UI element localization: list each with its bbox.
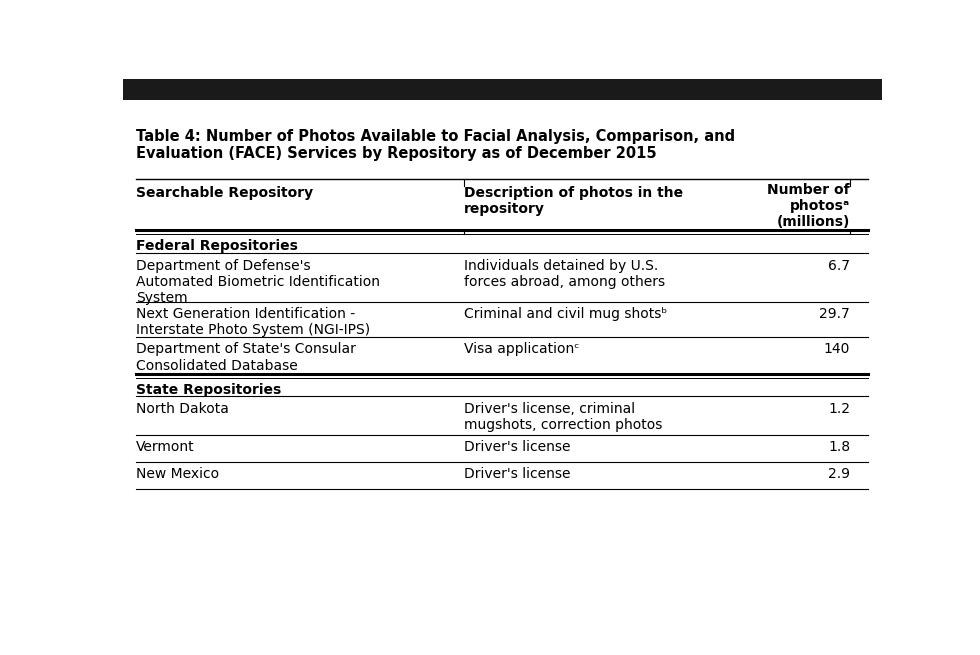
Text: 1.8: 1.8 [828, 440, 850, 454]
Text: Number of
photosᵃ
(millions): Number of photosᵃ (millions) [767, 183, 850, 229]
Text: Description of photos in the
repository: Description of photos in the repository [465, 185, 683, 215]
Text: New Mexico: New Mexico [136, 468, 220, 481]
Text: Driver's license: Driver's license [465, 440, 570, 454]
Text: 1.2: 1.2 [828, 402, 850, 416]
FancyBboxPatch shape [122, 79, 882, 100]
Text: Department of State's Consular
Consolidated Database: Department of State's Consular Consolida… [136, 343, 356, 373]
Text: Driver's license, criminal
mugshots, correction photos: Driver's license, criminal mugshots, cor… [465, 402, 662, 432]
Text: Individuals detained by U.S.
forces abroad, among others: Individuals detained by U.S. forces abro… [465, 259, 665, 289]
Text: Driver's license: Driver's license [465, 468, 570, 481]
Text: Visa applicationᶜ: Visa applicationᶜ [465, 343, 579, 356]
Text: 6.7: 6.7 [828, 259, 850, 272]
Text: Vermont: Vermont [136, 440, 195, 454]
Text: State Repositories: State Repositories [136, 383, 281, 397]
Text: Federal Repositories: Federal Repositories [136, 239, 298, 253]
Text: Next Generation Identification -
Interstate Photo System (NGI-IPS): Next Generation Identification - Interst… [136, 307, 370, 337]
Text: 2.9: 2.9 [828, 468, 850, 481]
Text: Table 4: Number of Photos Available to Facial Analysis, Comparison, and
Evaluati: Table 4: Number of Photos Available to F… [136, 129, 735, 161]
Text: Searchable Repository: Searchable Repository [136, 185, 314, 200]
Text: Department of Defense's
Automated Biometric Identification
System: Department of Defense's Automated Biomet… [136, 259, 380, 305]
Text: 140: 140 [824, 343, 850, 356]
Text: Criminal and civil mug shotsᵇ: Criminal and civil mug shotsᵇ [465, 307, 667, 321]
Text: 29.7: 29.7 [819, 307, 850, 321]
Text: North Dakota: North Dakota [136, 402, 229, 416]
